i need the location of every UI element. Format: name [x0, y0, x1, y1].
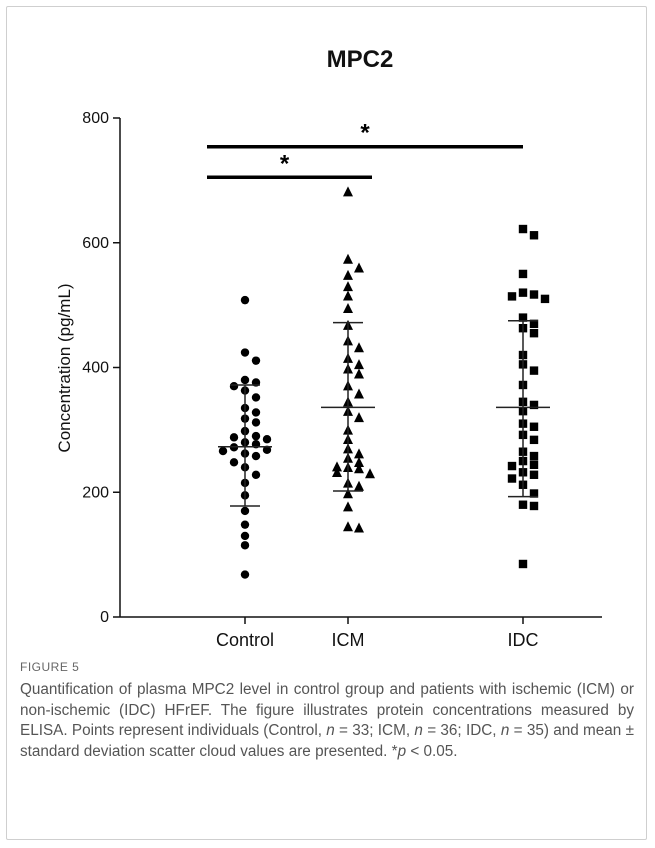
significance-label: *: [360, 120, 370, 147]
idc-point: [529, 489, 539, 498]
icm-point: [343, 269, 353, 280]
control-point: [251, 418, 261, 427]
icm-point: [343, 253, 353, 264]
x-categories: Control ICM IDC: [216, 617, 539, 650]
icm-point: [343, 521, 353, 532]
control-point: [251, 470, 261, 479]
idc-point: [518, 559, 528, 569]
icm-point: [354, 448, 364, 459]
idc-point: [518, 500, 528, 509]
control-point: [251, 356, 261, 365]
icm-point: [354, 368, 364, 379]
y-tick-label: 400: [82, 360, 109, 377]
x-category-label: ICM: [332, 630, 365, 650]
idc-point: [518, 288, 528, 297]
idc-point: [518, 224, 528, 234]
idc-point: [529, 422, 539, 431]
icm-point: [365, 468, 375, 479]
y-tick-label: 600: [82, 235, 109, 252]
icm-point: [354, 480, 364, 491]
figure-caption: Quantification of plasma MPC2 level in c…: [20, 681, 634, 760]
control-point: [229, 433, 239, 442]
icm-point: [343, 290, 353, 301]
control-point: [262, 445, 272, 455]
idc-point: [529, 435, 539, 445]
control-point: [262, 435, 272, 444]
control-point: [218, 446, 228, 456]
icm-point: [332, 467, 342, 478]
icm-point: [354, 342, 364, 353]
scatter-chart: MPC2 Concentration (pg/mL) 0 200 400 600 800…: [55, 46, 602, 650]
y-tick-label: 800: [82, 110, 109, 127]
y-ticks: 0 200 400 600 800: [82, 110, 120, 626]
icm-point: [354, 463, 364, 474]
control-point: [240, 348, 250, 357]
significance-bars: **: [207, 120, 523, 180]
idc-point: [507, 461, 517, 471]
icm-point: [343, 302, 353, 313]
idc-point: [529, 501, 539, 511]
idc-point: [529, 470, 539, 479]
idc-point: [540, 294, 550, 304]
control-point: [240, 506, 250, 516]
control-point: [240, 541, 250, 550]
icm-point: [354, 457, 364, 468]
control-point: [251, 408, 261, 417]
control-point: [240, 295, 250, 305]
x-category-label: IDC: [508, 630, 539, 650]
data-points: [218, 186, 550, 579]
mean-sd-bars: [218, 319, 550, 507]
idc-point: [507, 474, 517, 483]
icm-point: [354, 262, 364, 273]
idc-point: [518, 313, 528, 322]
y-tick-label: 0: [100, 609, 109, 626]
idc-point: [529, 366, 539, 375]
control-point: [240, 520, 250, 529]
icm-point: [354, 359, 364, 370]
idc-point: [507, 292, 517, 301]
control-point: [251, 393, 261, 402]
control-point: [229, 458, 239, 467]
icm-point: [332, 461, 342, 472]
x-category-label: Control: [216, 630, 274, 650]
icm-point: [343, 501, 353, 512]
idc-point: [529, 460, 539, 470]
control-point: [240, 531, 250, 541]
icm-point: [343, 281, 353, 292]
control-point: [251, 431, 261, 441]
idc-point: [529, 319, 539, 329]
control-point: [240, 570, 250, 579]
control-point: [240, 375, 250, 385]
idc-point: [529, 290, 539, 299]
idc-point: [529, 400, 539, 410]
icm-point: [343, 186, 353, 197]
chart-title: MPC2: [327, 46, 394, 73]
figure-label: FIGURE 5: [20, 660, 80, 674]
y-tick-label: 200: [82, 484, 109, 501]
control-point: [251, 451, 261, 461]
idc-point: [529, 451, 539, 461]
icm-point: [354, 522, 364, 533]
icm-point: [343, 488, 353, 499]
idc-point: [518, 269, 528, 279]
control-point: [229, 382, 239, 391]
idc-point: [529, 231, 539, 240]
icm-point: [354, 412, 364, 423]
y-axis-label: Concentration (pg/mL): [55, 283, 74, 452]
icm-point: [354, 388, 364, 399]
idc-point: [529, 328, 539, 338]
significance-label: *: [280, 150, 290, 177]
